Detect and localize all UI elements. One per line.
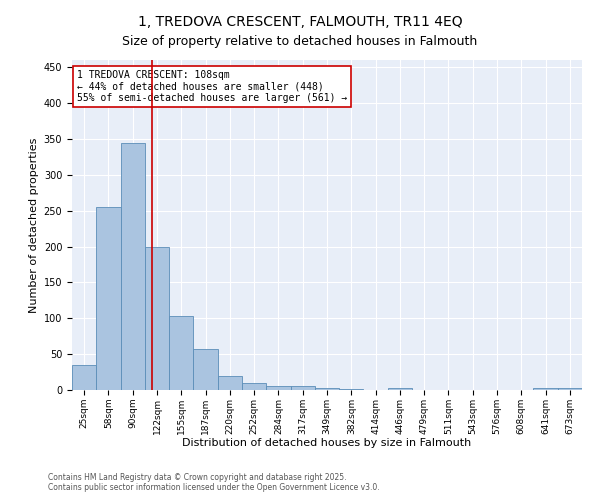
Bar	[315, 388, 339, 390]
Bar	[290, 386, 315, 390]
Bar	[193, 349, 218, 390]
Text: Contains HM Land Registry data © Crown copyright and database right 2025.
Contai: Contains HM Land Registry data © Crown c…	[48, 473, 380, 492]
Bar	[388, 388, 412, 390]
Bar	[558, 388, 582, 390]
Bar	[242, 383, 266, 390]
Bar	[72, 365, 96, 390]
X-axis label: Distribution of detached houses by size in Falmouth: Distribution of detached houses by size …	[182, 438, 472, 448]
Bar	[533, 388, 558, 390]
Bar	[169, 316, 193, 390]
Bar	[218, 376, 242, 390]
Text: 1 TREDOVA CRESCENT: 108sqm
← 44% of detached houses are smaller (448)
55% of sem: 1 TREDOVA CRESCENT: 108sqm ← 44% of deta…	[77, 70, 347, 103]
Bar	[266, 386, 290, 390]
Text: 1, TREDOVA CRESCENT, FALMOUTH, TR11 4EQ: 1, TREDOVA CRESCENT, FALMOUTH, TR11 4EQ	[137, 15, 463, 29]
Bar	[121, 142, 145, 390]
Bar	[145, 246, 169, 390]
Text: Size of property relative to detached houses in Falmouth: Size of property relative to detached ho…	[122, 35, 478, 48]
Y-axis label: Number of detached properties: Number of detached properties	[29, 138, 40, 312]
Bar	[96, 207, 121, 390]
